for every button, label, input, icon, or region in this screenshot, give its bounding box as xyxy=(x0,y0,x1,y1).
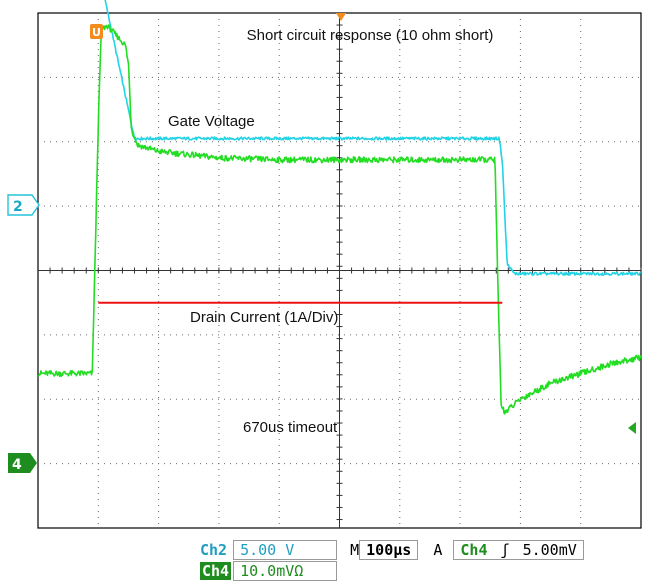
time-scale: 100µs xyxy=(359,540,419,560)
trigger-level-arrow xyxy=(628,422,636,434)
drain-current-trace xyxy=(37,24,642,415)
trigger-position-marker: U xyxy=(90,24,103,39)
oscilloscope-chart: Short circuit response (10 ohm short) Ga… xyxy=(7,0,642,529)
trigger-slope: ʃ xyxy=(500,541,510,559)
ch2-scale: 5.00 V xyxy=(233,540,338,560)
ch2-marker-label: 2 xyxy=(13,199,23,215)
gate-voltage-trace xyxy=(104,0,642,276)
timeout-label: 670us timeout xyxy=(243,419,338,436)
ch4-ground-marker: 4 xyxy=(8,453,37,473)
gate-voltage-label: Gate Voltage xyxy=(168,113,255,130)
trigger-readout: Ch4 ʃ 5.00mV xyxy=(453,540,584,560)
ch4-marker-label: 4 xyxy=(12,457,22,473)
ch2-label: Ch2 xyxy=(200,541,228,559)
scope-readout-row1: Ch2 5.00 V M 100µs A Ch4 ʃ 5.00mV xyxy=(200,540,584,560)
trigger-label: A xyxy=(433,541,443,559)
traces xyxy=(37,0,642,415)
trigger-channel: Ch4 xyxy=(460,541,488,559)
time-label: M xyxy=(350,541,360,559)
drain-current-label: Drain Current (1A/Div) xyxy=(190,309,338,326)
trigger-level: 5.00mV xyxy=(522,541,577,559)
chart-title: Short circuit response (10 ohm short) xyxy=(247,27,494,44)
trigger-cursor-label: U xyxy=(92,26,101,39)
trigger-time-arrow xyxy=(336,13,346,21)
ch4-label: Ch4 xyxy=(200,562,232,580)
annotations: Short circuit response (10 ohm short) Ga… xyxy=(7,13,636,473)
graticule xyxy=(38,13,642,528)
scope-readout-row2: Ch4 10.0mVΩ xyxy=(200,561,338,581)
ch2-ground-marker: 2 xyxy=(7,194,40,216)
ch4-scale: 10.0mVΩ xyxy=(233,561,338,581)
